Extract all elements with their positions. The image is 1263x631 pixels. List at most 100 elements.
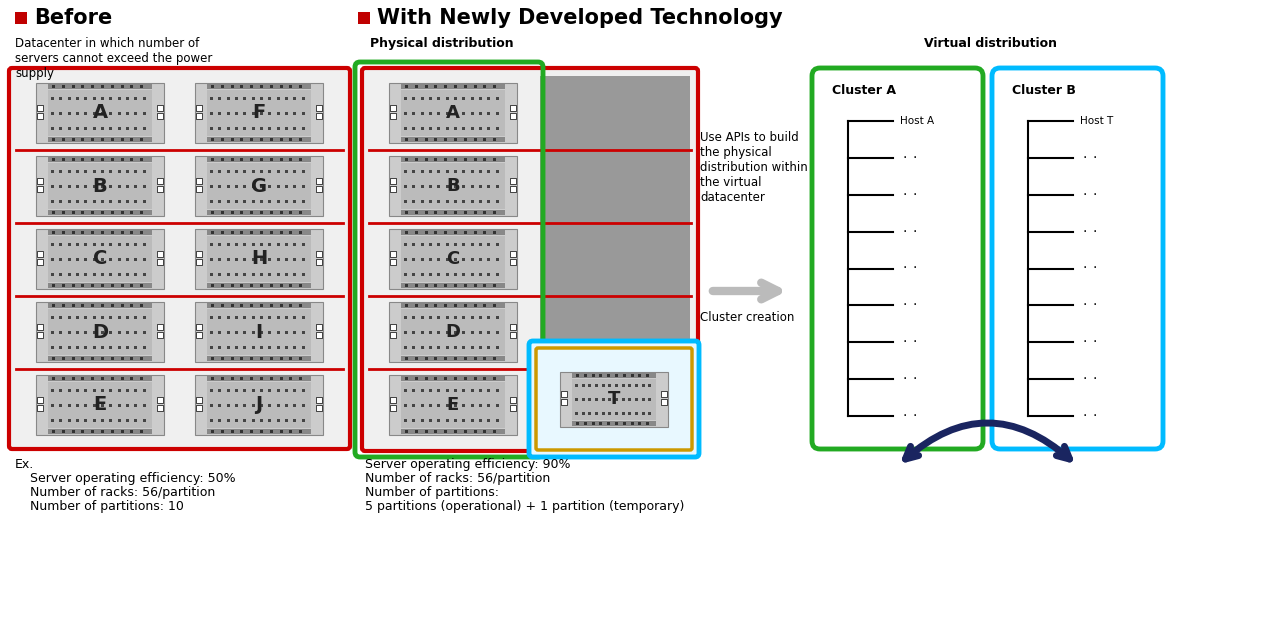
Bar [101,377,104,380]
Bar [48,90,152,136]
Bar [414,138,418,141]
Bar [218,258,221,261]
Bar [251,200,255,203]
FancyBboxPatch shape [812,68,983,449]
Bar [37,156,164,216]
Text: H: H [251,249,268,269]
Bar [72,304,75,307]
Bar [15,12,27,24]
Bar [101,404,104,407]
Text: A: A [446,104,460,122]
Bar [240,138,244,141]
Bar [260,304,263,307]
Bar [101,211,104,214]
Bar [244,185,246,188]
Bar [85,420,87,422]
Bar [390,332,397,338]
Bar [453,85,457,88]
Bar [289,430,293,433]
Text: ·: · [903,335,907,349]
Bar [279,377,283,380]
Bar [76,420,80,422]
Bar [110,273,112,276]
Text: Ex.: Ex. [15,458,34,471]
Bar [421,420,423,422]
Bar [488,316,490,319]
Bar [584,374,587,377]
Bar [390,105,397,111]
Text: ·: · [1082,188,1087,202]
Bar [437,258,441,261]
Text: ·: · [1092,225,1098,239]
Bar [130,85,134,88]
Bar [85,112,87,115]
Bar [484,85,486,88]
Bar [445,377,447,380]
Bar [218,331,221,334]
Text: ·: · [1092,372,1098,386]
Bar [464,85,467,88]
Bar [221,377,224,380]
Bar [221,357,224,360]
Bar [453,258,457,261]
Bar [412,273,416,276]
Bar [59,112,62,115]
Bar [221,231,224,234]
Bar [479,316,482,319]
Bar [268,331,272,334]
Bar [293,97,297,100]
Bar [437,404,441,407]
Bar [62,284,64,287]
Bar [424,430,428,433]
Bar [110,127,112,131]
Bar [488,200,490,203]
Bar [464,357,467,360]
Text: ·: · [1092,261,1098,276]
Bar [117,404,121,407]
Bar [453,231,457,234]
Bar [235,112,237,115]
Bar [244,243,246,245]
Bar [120,357,124,360]
Bar [101,97,104,100]
Bar [111,85,114,88]
Bar [244,420,246,422]
Bar [277,127,279,131]
Bar [101,138,104,141]
Bar [250,430,253,433]
Bar [111,284,114,287]
Bar [117,170,121,173]
Bar [196,113,202,119]
Bar [424,85,428,88]
Bar [81,158,85,161]
Bar [446,97,448,100]
Text: Host T: Host T [1080,116,1113,126]
Bar [235,170,237,173]
Bar [479,273,482,276]
Bar [390,397,397,403]
Bar [134,331,138,334]
Bar [51,331,54,334]
Bar [62,231,64,234]
Bar [120,138,124,141]
Bar [414,284,418,287]
Bar [412,112,416,115]
Bar [52,304,56,307]
Bar [48,157,152,162]
Bar [299,158,302,161]
Bar [268,243,272,245]
Bar [52,85,56,88]
Bar [421,112,423,115]
Text: ·: · [903,298,907,312]
Bar [421,404,423,407]
Bar [68,200,71,203]
Bar [609,398,611,401]
Bar [207,376,311,381]
Bar [510,113,517,119]
Bar [221,138,224,141]
Bar [437,200,441,203]
Bar [277,112,279,115]
Bar [51,389,54,392]
Bar [68,185,71,188]
Bar [434,377,437,380]
